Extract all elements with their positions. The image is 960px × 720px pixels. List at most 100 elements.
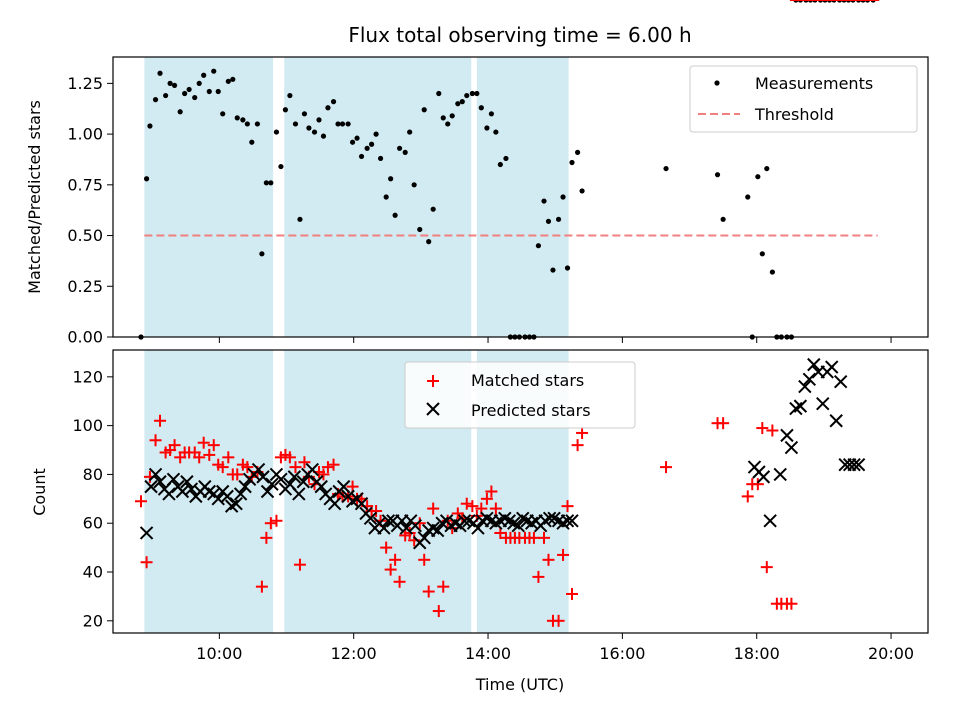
measurement-point: [268, 180, 274, 186]
measurement-point: [503, 155, 509, 162]
matched-star-point: [427, 502, 440, 515]
matched-star-point: [422, 585, 435, 598]
predicted-star-point: [816, 396, 830, 411]
measurement-point: [147, 123, 153, 129]
matched-star-point: [384, 563, 397, 576]
matched-star-point: [154, 414, 167, 427]
matched-star-point: [168, 439, 181, 452]
legend-threshold-label: Threshold: [754, 105, 834, 124]
measurement-point: [720, 216, 726, 222]
matched-star-point: [561, 500, 574, 513]
matched-star-point: [538, 531, 551, 544]
marker-stroke: [480, 511, 494, 526]
matched-star-point: [241, 461, 254, 474]
measurement-point: [364, 145, 370, 151]
predicted-star-point: [296, 475, 311, 489]
measurement-point: [211, 68, 217, 74]
marker-stroke: [498, 511, 512, 526]
top-y-axis-label: Matched/Predicted stars: [25, 100, 44, 294]
predicted-star-point: [327, 496, 342, 511]
measurement-point: [196, 80, 202, 86]
measurement-point: [345, 121, 351, 127]
marker-stroke: [542, 511, 557, 526]
matched-star-point: [283, 451, 296, 464]
matched-star-point: [485, 485, 498, 498]
predicted-star-point: [565, 514, 579, 528]
marker-stroke: [305, 462, 319, 477]
predicted-star-point: [807, 357, 821, 372]
marker-stroke: [462, 514, 476, 528]
measurement-point: [430, 206, 436, 212]
measurement-point: [282, 107, 289, 113]
marker-stroke: [793, 399, 808, 413]
marker-stroke: [816, 396, 830, 411]
matched-star-point: [389, 553, 402, 566]
measurement-point: [396, 145, 403, 151]
measurement-point: [234, 115, 240, 121]
predicted-star-point: [457, 514, 472, 528]
matched-star-point: [480, 492, 493, 505]
count-points: [134, 0, 880, 627]
measurement-point: [192, 94, 198, 101]
x-tick-label: 10:00: [196, 644, 242, 663]
matched-star-point: [565, 587, 578, 600]
measurement-point: [287, 92, 293, 99]
marker-stroke: [457, 514, 472, 528]
predicted-star-point: [314, 479, 328, 494]
measurement-point: [493, 129, 499, 135]
matched-star-point: [785, 597, 798, 610]
predicted-star-point: [851, 457, 866, 472]
measurement-point: [330, 99, 337, 105]
marker-stroke: [825, 360, 839, 374]
measurement-point: [292, 121, 299, 127]
bottom-legend-box: [404, 361, 636, 429]
matched-star-point: [466, 500, 479, 513]
predicted-star-point: [756, 470, 771, 484]
marker-stroke: [229, 496, 243, 511]
x-tick-label: 12:00: [331, 644, 377, 663]
predicted-star-point: [139, 526, 154, 540]
predicted-star-point: [847, 457, 861, 472]
measurement-point: [254, 121, 261, 127]
matched-star-point: [327, 458, 340, 471]
marker-stroke: [763, 514, 777, 528]
marker-stroke: [256, 470, 270, 484]
matched-star-point: [393, 575, 406, 588]
marker-stroke: [265, 477, 279, 491]
legend-measurements-label: Measurements: [755, 74, 873, 93]
x-tick-label: 16:00: [599, 644, 645, 663]
measurement-point: [186, 86, 192, 93]
measurement-point: [349, 139, 356, 145]
bottom-x-ticks: 10:00 12:00 14:00 16:00 18:00 20:00: [196, 633, 914, 663]
top-plot-frame: [112, 56, 929, 338]
marker-stroke: [336, 479, 351, 494]
matched-star-point: [260, 531, 273, 544]
measurement-point: [152, 97, 159, 103]
marker-stroke: [162, 487, 176, 501]
measurement-point: [436, 90, 442, 97]
measurement-point: [560, 194, 566, 200]
measurement-point: [301, 111, 308, 117]
marker-stroke: [274, 472, 288, 487]
matched-star-point: [418, 553, 431, 566]
measurement-point: [206, 88, 212, 95]
measurement-point: [421, 107, 427, 113]
legend-predicted-marker: [426, 402, 440, 416]
y-tick-label: 120: [72, 367, 103, 386]
measurement-point: [249, 139, 255, 145]
predicted-star-point: [408, 518, 422, 533]
measurement-point: [358, 153, 365, 160]
measurement-point: [764, 165, 770, 172]
measurement-point: [383, 194, 389, 200]
measurement-point: [663, 165, 669, 172]
predicted-star-point: [363, 511, 378, 526]
measurement-point: [426, 239, 432, 245]
measurement-point: [297, 216, 303, 222]
matched-star-point: [264, 517, 277, 530]
matched-star-point: [413, 517, 426, 530]
measurement-point: [769, 269, 775, 275]
marker-stroke: [153, 475, 167, 489]
marker-stroke: [211, 492, 225, 506]
marker-stroke: [833, 375, 848, 389]
predicted-star-point: [184, 482, 199, 496]
